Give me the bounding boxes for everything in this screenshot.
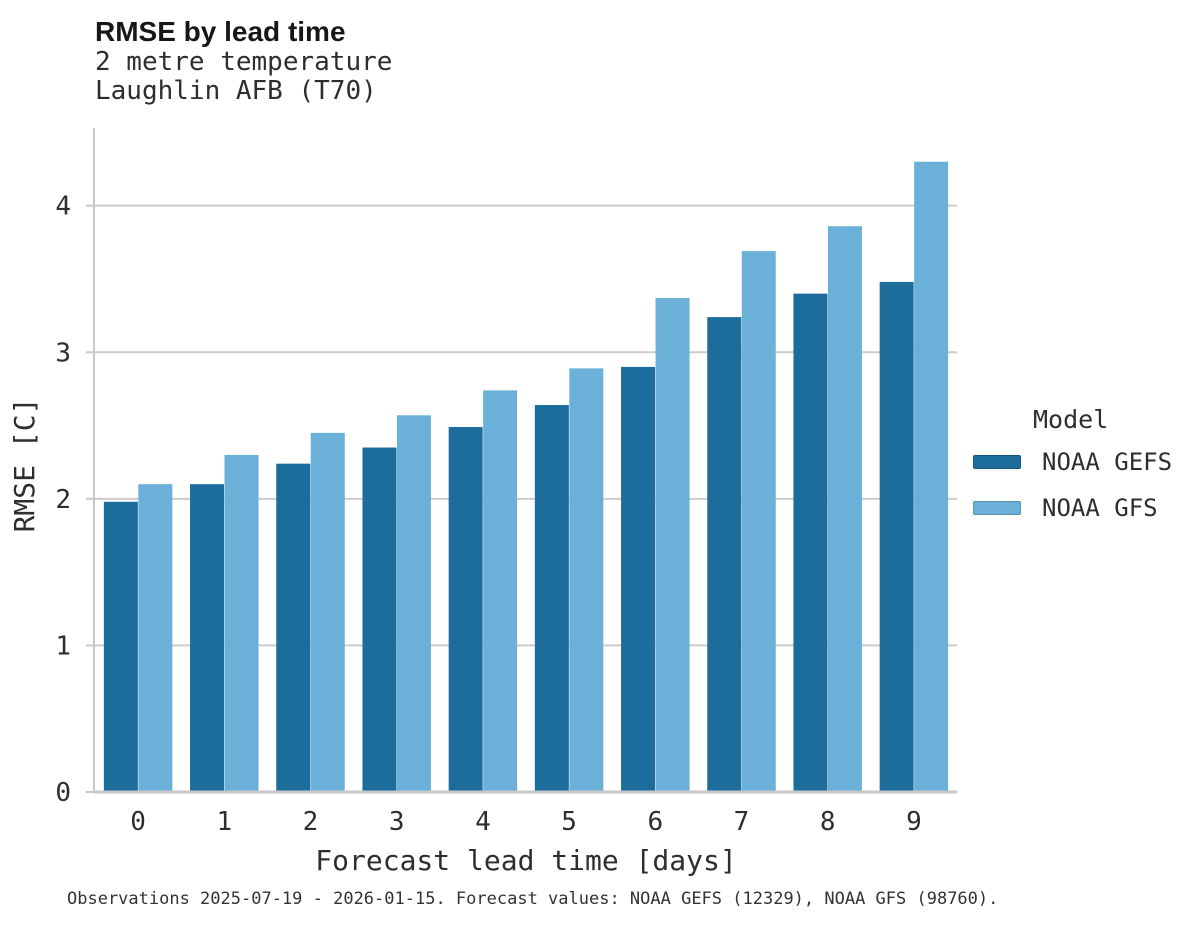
footnote-caption: Observations 2025-07-19 - 2026-01-15. Fo… (67, 889, 999, 909)
bar-noaa-gefs-day-1 (190, 484, 225, 792)
chart-subtitle-station: Laughlin AFB (T70) (95, 76, 377, 106)
y-axis-label: RMSE [C] (8, 398, 41, 533)
bar-noaa-gefs-day-0 (103, 501, 138, 792)
legend-item-label: NOAA GEFS (1042, 448, 1173, 476)
x-tick-label: 8 (820, 807, 836, 837)
bar-noaa-gfs-day-6 (655, 298, 690, 792)
bar-noaa-gfs-day-7 (741, 251, 776, 792)
legend-item-label: NOAA GFS (1042, 494, 1158, 522)
legend-title: Model (1033, 405, 1109, 434)
x-tick-label: 3 (389, 807, 405, 837)
bar-noaa-gfs-day-9 (914, 161, 949, 793)
tick-labels: 0 1 2 3 4 0 1 2 3 4 5 6 7 8 9 (55, 192, 921, 837)
x-tick-label: 4 (475, 807, 491, 837)
y-tick-label: 3 (55, 338, 71, 368)
gridlines (95, 204, 957, 647)
chart-subtitle-variable: 2 metre temperature (95, 47, 393, 77)
legend: Model NOAA GEFS NOAA GFS (973, 405, 1188, 540)
bars (103, 161, 949, 793)
x-tick-label: 0 (130, 807, 146, 837)
bar-noaa-gfs-day-2 (310, 432, 345, 792)
x-tick-label: 7 (734, 807, 750, 837)
y-tick-label: 0 (55, 778, 71, 808)
bar-noaa-gfs-day-5 (569, 368, 604, 792)
x-tick-label: 1 (216, 807, 232, 837)
legend-item-gefs: NOAA GEFS (973, 448, 1188, 476)
bar-noaa-gefs-day-9 (879, 281, 914, 792)
chart-header: RMSE by lead time 2 metre temperature La… (95, 16, 392, 106)
bar-noaa-gfs-day-8 (827, 226, 862, 792)
bar-noaa-gefs-day-3 (362, 447, 397, 792)
bar-noaa-gefs-day-4 (448, 427, 483, 792)
bar-noaa-gefs-day-5 (534, 405, 569, 792)
bar-noaa-gefs-day-8 (793, 293, 828, 792)
bar-noaa-gefs-day-7 (707, 317, 742, 792)
legend-item-gfs: NOAA GFS (973, 494, 1188, 522)
x-tick-label: 6 (647, 807, 663, 837)
bar-noaa-gefs-day-6 (621, 366, 656, 792)
y-tick-label: 4 (55, 192, 71, 222)
bar-noaa-gfs-day-1 (224, 454, 259, 792)
bar-noaa-gfs-day-4 (483, 390, 518, 792)
x-tick-label: 2 (303, 807, 319, 837)
x-axis-label: Forecast lead time [days] (315, 844, 736, 877)
gfs-color-swatch (973, 501, 1021, 515)
bar-noaa-gfs-day-0 (138, 484, 173, 792)
y-tick-label: 1 (55, 631, 71, 661)
chart-title: RMSE by lead time (95, 16, 346, 47)
bar-noaa-gfs-day-3 (396, 415, 431, 792)
bar-noaa-gefs-day-2 (276, 463, 311, 792)
gefs-color-swatch (973, 455, 1021, 469)
y-tick-label: 2 (55, 485, 71, 515)
x-tick-label: 9 (906, 807, 922, 837)
axes (86, 128, 957, 794)
x-tick-label: 5 (561, 807, 577, 837)
